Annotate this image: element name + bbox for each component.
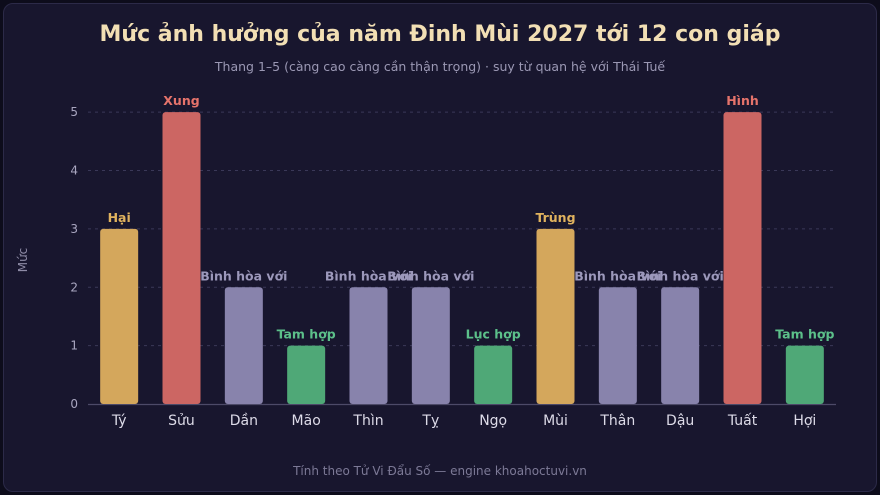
y-tick-label: 4: [70, 164, 78, 178]
bar-label: Bình hòa với: [200, 268, 287, 283]
bar-1: [100, 228, 139, 404]
x-tick-label: Ngọ: [479, 413, 507, 429]
bar-label: Bình hòa với: [574, 268, 661, 283]
x-tick-label: Tỵ: [421, 413, 439, 429]
y-tick-label: 0: [70, 397, 78, 411]
x-tick-label: Sửu: [168, 413, 195, 429]
bar-10: [661, 287, 700, 404]
bar-label: Lục hợp: [466, 327, 521, 342]
y-axis-ticks: 0 1 2 3 4 5: [70, 105, 78, 411]
bar-label: Bình hòa với: [325, 268, 412, 283]
x-tick-label: Dần: [230, 413, 258, 429]
x-tick-label: Mão: [292, 413, 321, 429]
bar-9: [598, 287, 637, 404]
x-tick-label: Hợi: [793, 413, 816, 429]
bar-6: [411, 287, 450, 404]
bar-4: [287, 345, 326, 404]
x-tick-label: Thân: [599, 413, 635, 429]
grid-lines: [88, 111, 836, 347]
chart-footer: Tính theo Tử Vi Đẩu Số — engine khoahoct…: [293, 464, 587, 478]
y-tick-label: 5: [70, 105, 78, 119]
bar-5: [349, 287, 388, 404]
y-tick-label: 1: [70, 339, 78, 353]
bar-3: [224, 287, 263, 404]
bar-8: [536, 228, 575, 404]
x-tick-label: Mùi: [543, 413, 568, 429]
x-tick-label: Tuất: [727, 413, 758, 429]
x-tick-label: Dậu: [666, 413, 694, 429]
bar-11: [723, 112, 762, 404]
bar-12: [785, 345, 824, 404]
bars: [100, 112, 824, 404]
bar-label: Bình hòa với: [637, 268, 724, 283]
y-tick-label: 3: [70, 222, 78, 236]
bar-label: Bình hòa với: [387, 268, 474, 283]
bar-label: Hại: [108, 210, 131, 225]
chart-subtitle: Thang 1–5 (càng cao càng cần thận trọng)…: [214, 59, 666, 74]
x-tick-label: Thìn: [352, 413, 383, 429]
x-axis-ticks: Tý Sửu Dần Mão Thìn Tỵ Ngọ Mùi Thân Dậu Tuất Hợi: [111, 413, 816, 429]
bar-7: [474, 345, 513, 404]
x-tick-label: Tý: [111, 413, 127, 429]
bar-label: Tam hợp: [775, 327, 834, 342]
y-tick-label: 2: [70, 280, 78, 294]
bar-label: Tam hợp: [277, 327, 336, 342]
bar-label: Xung: [163, 93, 199, 108]
bar-label: Trùng: [535, 210, 575, 225]
bar-2: [162, 112, 201, 404]
y-axis-label: Mức: [16, 248, 30, 273]
chart-title: Mức ảnh hưởng của năm Đinh Mùi 2027 tới …: [99, 22, 781, 47]
bar-label: Hình: [726, 93, 759, 108]
